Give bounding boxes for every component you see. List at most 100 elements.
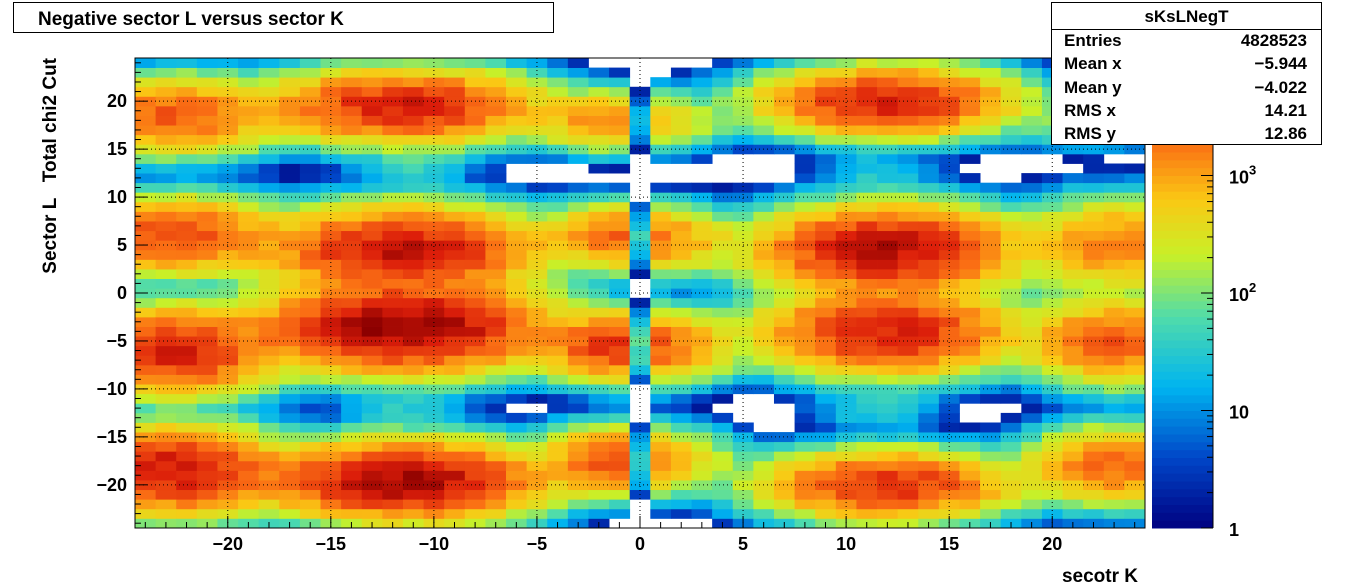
heatmap-cell: [1000, 451, 1022, 462]
heatmap-cell: [588, 316, 610, 327]
heatmap-cell: [320, 460, 342, 471]
heatmap-cell: [1124, 364, 1146, 375]
heatmap-cell: [1124, 451, 1146, 462]
heatmap-cell: [609, 297, 631, 308]
heatmap-cell: [1083, 508, 1105, 519]
heatmap-cell: [691, 326, 713, 337]
heatmap-cell: [897, 125, 919, 136]
heatmap-cell: [299, 336, 321, 347]
heatmap-cell: [341, 221, 363, 232]
heatmap-cell: [732, 182, 754, 193]
heatmap-cell: [299, 67, 321, 78]
heatmap-cell: [691, 86, 713, 97]
heatmap-cell: [506, 345, 528, 356]
heatmap-cell: [217, 230, 239, 241]
heatmap-cell: [361, 288, 383, 299]
heatmap-cell: [1083, 221, 1105, 232]
y-tick-label: 0: [117, 283, 127, 303]
heatmap-cell: [959, 269, 981, 280]
heatmap-cell: [547, 211, 569, 222]
heatmap-cell: [155, 163, 177, 174]
heatmap-cell: [856, 345, 878, 356]
heatmap-cell: [1062, 240, 1084, 251]
colorbar-band: [1152, 332, 1213, 341]
heatmap-cell: [670, 278, 692, 289]
heatmap-cell: [670, 422, 692, 433]
heatmap-cell: [361, 393, 383, 404]
heatmap-cell: [176, 489, 198, 500]
heatmap-cell: [691, 297, 713, 308]
heatmap-cell: [691, 240, 713, 251]
heatmap-cell: [588, 278, 610, 289]
heatmap-cell: [691, 230, 713, 241]
heatmap-cell: [691, 403, 713, 414]
heatmap-cell: [155, 125, 177, 136]
heatmap-cell: [732, 86, 754, 97]
heatmap-cell: [423, 412, 445, 423]
heatmap-cell: [176, 125, 198, 136]
heatmap-cell: [588, 364, 610, 375]
heatmap-cell: [485, 470, 507, 481]
heatmap-cell: [155, 480, 177, 491]
heatmap-cell: [258, 403, 280, 414]
heatmap-cell: [402, 384, 424, 395]
heatmap-cell: [1000, 441, 1022, 452]
heatmap-cell: [279, 201, 301, 212]
heatmap-cell: [588, 326, 610, 337]
heatmap-cell: [712, 77, 734, 88]
heatmap-cell: [815, 192, 837, 203]
heatmap-cell: [361, 355, 383, 366]
heatmap-cell: [670, 470, 692, 481]
heatmap-cell: [444, 470, 466, 481]
heatmap-cell: [835, 67, 857, 78]
heatmap-cell: [506, 412, 528, 423]
heatmap-cell: [464, 374, 486, 385]
heatmap-cell: [299, 173, 321, 184]
heatmap-cell: [794, 393, 816, 404]
stat-row-entries: Entries 4828523: [1064, 31, 1307, 53]
heatmap-cell: [361, 412, 383, 423]
heatmap-cell: [980, 316, 1002, 327]
heatmap-cell: [1083, 192, 1105, 203]
heatmap-cell: [877, 470, 899, 481]
heatmap-cell: [135, 173, 157, 184]
heatmap-cell: [629, 259, 651, 270]
heatmap-cell: [959, 345, 981, 356]
heatmap-cell: [176, 86, 198, 97]
heatmap-cell: [238, 403, 260, 414]
heatmap-cell: [918, 412, 940, 423]
heatmap-cell: [980, 278, 1002, 289]
heatmap-cell: [1000, 201, 1022, 212]
heatmap-cell: [526, 96, 548, 107]
heatmap-cell: [506, 201, 528, 212]
heatmap-cell: [712, 432, 734, 443]
heatmap-cell: [609, 153, 631, 164]
colorbar-band: [1152, 316, 1213, 325]
heatmap-cell: [402, 432, 424, 443]
heatmap-cell: [877, 297, 899, 308]
heatmap-cell: [423, 211, 445, 222]
heatmap-cell: [361, 105, 383, 116]
heatmap-cell: [712, 355, 734, 366]
stat-label: Mean y: [1064, 78, 1122, 97]
heatmap-cell: [1062, 297, 1084, 308]
heatmap-cell: [444, 125, 466, 136]
heatmap-cell: [547, 153, 569, 164]
heatmap-cell: [877, 364, 899, 375]
heatmap-cell: [712, 297, 734, 308]
heatmap-cell: [897, 105, 919, 116]
heatmap-cell: [650, 508, 672, 519]
heatmap-cell: [361, 374, 383, 385]
heatmap-cell: [506, 288, 528, 299]
heatmap-cell: [299, 201, 321, 212]
heatmap-cell: [526, 316, 548, 327]
heatmap-cell: [485, 182, 507, 193]
heatmap-cell: [650, 269, 672, 280]
heatmap-cell: [1062, 403, 1084, 414]
heatmap-cell: [835, 460, 857, 471]
heatmap-cell: [1124, 460, 1146, 471]
heatmap-cell: [691, 364, 713, 375]
heatmap-cell: [670, 307, 692, 318]
heatmap-cell: [506, 326, 528, 337]
heatmap-cell: [1083, 336, 1105, 347]
